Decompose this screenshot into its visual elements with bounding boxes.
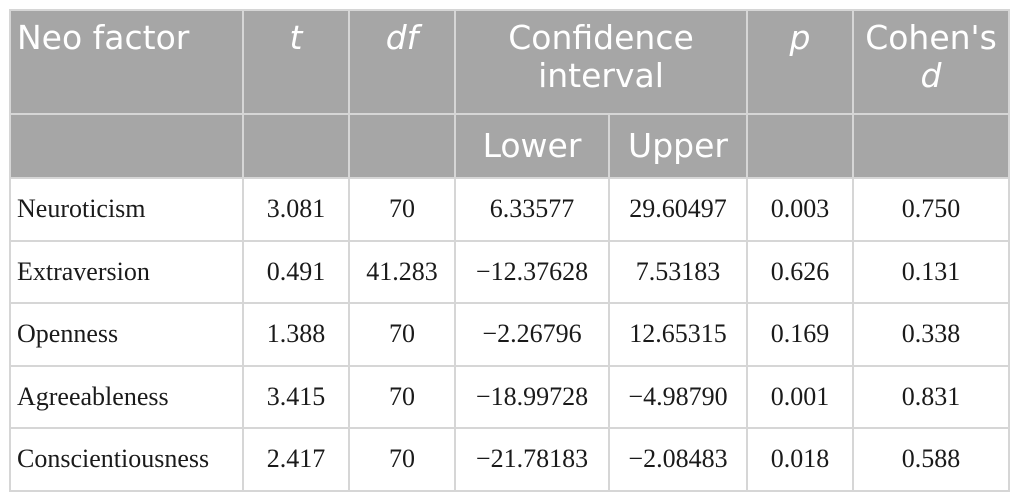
- cell-df: 70: [348, 364, 456, 429]
- header-cohens-d-symbol: d: [920, 56, 942, 95]
- header-row-main: Neo factor t df Confidence interval p Co…: [9, 9, 1011, 115]
- cell-upper: −2.08483: [607, 427, 749, 492]
- cell-cohens-d: 0.338: [852, 302, 1011, 367]
- header-cohens-d-prefix: Cohen's: [865, 18, 997, 57]
- header-df: df: [348, 9, 456, 115]
- cell-p: 0.169: [746, 302, 855, 367]
- table-header: Neo factor t df Confidence interval p Co…: [9, 9, 1011, 179]
- table-row: Extraversion 0.491 41.283 −12.37628 7.53…: [9, 239, 1011, 304]
- cell-cohens-d: 0.131: [852, 239, 1011, 304]
- cell-lower: 6.33577: [454, 177, 610, 242]
- cell-p: 0.003: [746, 177, 855, 242]
- cell-factor: Openness: [9, 302, 244, 367]
- table-body: Neuroticism 3.081 70 6.33577 29.60497 0.…: [9, 177, 1011, 492]
- header-sub-empty-d: [852, 113, 1011, 179]
- cell-lower: −2.26796: [454, 302, 610, 367]
- table-row: Conscientiousness 2.417 70 −21.78183 −2.…: [9, 427, 1011, 492]
- header-neo-factor: Neo factor: [9, 9, 244, 115]
- table-row: Agreeableness 3.415 70 −18.99728 −4.9879…: [9, 364, 1011, 429]
- cell-t: 3.081: [242, 177, 350, 242]
- cell-upper: −4.98790: [607, 364, 749, 429]
- header-confidence-interval: Confidence interval: [453, 9, 749, 115]
- header-row-sub: Lower Upper: [9, 113, 1011, 179]
- table-row: Openness 1.388 70 −2.26796 12.65315 0.16…: [9, 302, 1011, 367]
- header-sub-empty-t: [242, 113, 350, 179]
- cell-factor: Agreeableness: [9, 364, 244, 429]
- cell-cohens-d: 0.831: [852, 364, 1011, 429]
- cell-df: 41.283: [348, 239, 456, 304]
- header-sub-empty-p: [746, 113, 855, 179]
- cell-factor: Extraversion: [9, 239, 244, 304]
- cell-lower: −18.99728: [454, 364, 610, 429]
- cell-p: 0.626: [746, 239, 855, 304]
- cell-factor: Conscientiousness: [9, 427, 244, 492]
- cell-upper: 7.53183: [607, 239, 749, 304]
- cell-t: 2.417: [242, 427, 350, 492]
- cell-t: 1.388: [242, 302, 350, 367]
- cell-lower: −12.37628: [454, 239, 610, 304]
- cell-lower: −21.78183: [454, 427, 610, 492]
- header-t: t: [242, 9, 350, 115]
- cell-cohens-d: 0.588: [852, 427, 1011, 492]
- cell-t: 0.491: [242, 239, 350, 304]
- header-upper: Upper: [607, 113, 749, 179]
- cell-t: 3.415: [242, 364, 350, 429]
- cell-p: 0.018: [746, 427, 855, 492]
- cell-cohens-d: 0.750: [852, 177, 1011, 242]
- table-row: Neuroticism 3.081 70 6.33577 29.60497 0.…: [9, 177, 1011, 242]
- cell-upper: 29.60497: [607, 177, 749, 242]
- header-sub-empty-factor: [9, 113, 244, 179]
- cell-df: 70: [348, 177, 456, 242]
- cell-df: 70: [348, 427, 456, 492]
- header-p: p: [746, 9, 855, 115]
- cell-factor: Neuroticism: [9, 177, 244, 242]
- cell-upper: 12.65315: [607, 302, 749, 367]
- cell-p: 0.001: [746, 364, 855, 429]
- results-table: Neo factor t df Confidence interval p Co…: [9, 9, 1011, 492]
- header-lower: Lower: [454, 113, 610, 179]
- cell-df: 70: [348, 302, 456, 367]
- header-cohens-d: Cohen's d: [852, 9, 1011, 115]
- header-sub-empty-df: [348, 113, 456, 179]
